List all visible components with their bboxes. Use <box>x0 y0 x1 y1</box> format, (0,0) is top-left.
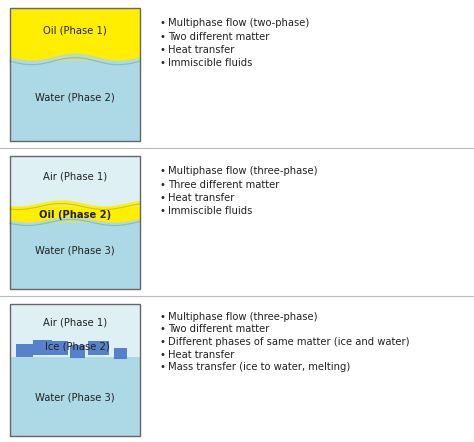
Text: •: • <box>160 350 166 359</box>
Bar <box>10 156 140 206</box>
Text: Multiphase flow (three-phase): Multiphase flow (three-phase) <box>168 312 318 322</box>
Text: Multiphase flow (three-phase): Multiphase flow (three-phase) <box>168 166 318 176</box>
Text: •: • <box>160 18 166 28</box>
Text: •: • <box>160 362 166 372</box>
Text: •: • <box>160 206 166 217</box>
Text: Air (Phase 1): Air (Phase 1) <box>43 171 107 181</box>
Text: Water (Phase 3): Water (Phase 3) <box>35 393 115 403</box>
Text: Water (Phase 2): Water (Phase 2) <box>35 92 115 102</box>
Text: Air (Phase 1): Air (Phase 1) <box>43 317 107 328</box>
Text: •: • <box>160 324 166 335</box>
Text: •: • <box>160 312 166 322</box>
Bar <box>10 304 140 357</box>
Text: Multiphase flow (two-phase): Multiphase flow (two-phase) <box>168 18 309 28</box>
Bar <box>52 341 69 355</box>
Text: Ice (Phase 2): Ice (Phase 2) <box>45 341 110 351</box>
Text: •: • <box>160 45 166 55</box>
Text: •: • <box>160 193 166 203</box>
Text: Mass transfer (ice to water, melting): Mass transfer (ice to water, melting) <box>168 362 350 372</box>
Bar <box>17 343 33 357</box>
Text: Three different matter: Three different matter <box>168 179 279 190</box>
Bar <box>70 345 85 358</box>
Text: Oil (Phase 2): Oil (Phase 2) <box>39 210 111 220</box>
Text: Two different matter: Two different matter <box>168 31 269 42</box>
Text: Immiscible fluids: Immiscible fluids <box>168 206 252 217</box>
Text: Heat transfer: Heat transfer <box>168 45 234 55</box>
Text: •: • <box>160 166 166 176</box>
Text: Oil (Phase 1): Oil (Phase 1) <box>43 25 107 35</box>
Text: Water (Phase 3): Water (Phase 3) <box>35 245 115 255</box>
Text: Heat transfer: Heat transfer <box>168 350 234 359</box>
Bar <box>10 8 140 61</box>
Text: •: • <box>160 58 166 69</box>
Text: Heat transfer: Heat transfer <box>168 193 234 203</box>
Bar <box>33 339 52 355</box>
Text: •: • <box>160 179 166 190</box>
Bar <box>10 304 140 436</box>
Text: •: • <box>160 337 166 347</box>
Bar <box>10 61 140 141</box>
Bar <box>10 357 140 436</box>
Text: Two different matter: Two different matter <box>168 324 269 335</box>
Bar <box>114 347 127 359</box>
Bar <box>88 341 109 355</box>
Bar <box>10 156 140 289</box>
Text: Different phases of same matter (ice and water): Different phases of same matter (ice and… <box>168 337 410 347</box>
Bar <box>10 8 140 141</box>
Bar <box>10 206 140 222</box>
Text: •: • <box>160 31 166 42</box>
Bar <box>10 222 140 289</box>
Text: Immiscible fluids: Immiscible fluids <box>168 58 252 69</box>
